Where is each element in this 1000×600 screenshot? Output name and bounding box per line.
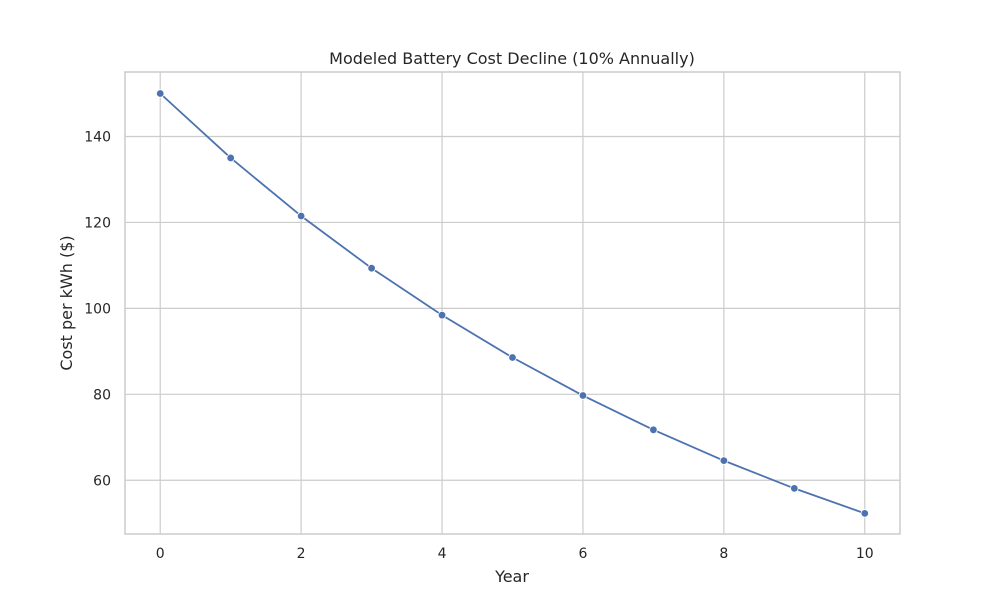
- tick-labels: 0 2 4 6 8 10 60 80 100 120 140: [84, 129, 873, 562]
- data-point: [296, 211, 306, 221]
- x-tick-label: 8: [719, 546, 728, 562]
- y-axis-label: Cost per kWh ($): [57, 235, 76, 370]
- y-tick-label: 140: [84, 129, 111, 145]
- x-tick-label: 2: [297, 546, 306, 562]
- x-tick-label: 6: [578, 546, 587, 562]
- data-point: [719, 456, 729, 465]
- x-tick-label: 10: [856, 546, 874, 562]
- y-tick-label: 100: [84, 301, 111, 317]
- data-point: [649, 425, 658, 435]
- series-layer: [156, 89, 869, 518]
- grid: [125, 72, 900, 534]
- data-point: [578, 391, 588, 400]
- x-tick-label: 4: [438, 546, 447, 562]
- data-point: [367, 263, 376, 273]
- chart-title: Modeled Battery Cost Decline (10% Annual…: [329, 49, 695, 68]
- data-point: [226, 153, 235, 163]
- data-point: [156, 89, 165, 98]
- x-axis-label: Year: [494, 567, 529, 586]
- y-tick-label: 120: [84, 215, 111, 231]
- data-point: [508, 353, 517, 362]
- data-point: [860, 509, 869, 518]
- y-tick-label: 60: [93, 473, 111, 489]
- x-tick-label: 0: [156, 546, 165, 562]
- y-tick-label: 80: [93, 387, 111, 403]
- data-point: [437, 310, 447, 320]
- plot-area-frame: [124, 71, 901, 535]
- data-point: [790, 484, 799, 493]
